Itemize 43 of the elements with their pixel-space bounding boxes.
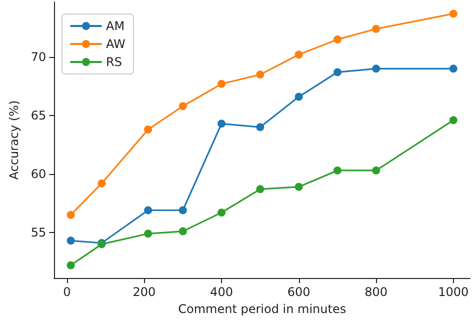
point (178, 102, 187, 110)
point (178, 206, 187, 214)
point (218, 120, 226, 128)
point (144, 230, 152, 238)
point (98, 179, 106, 188)
point (66, 261, 75, 270)
point (449, 10, 458, 18)
point (449, 64, 458, 73)
y-tick-label: 70 (30, 50, 46, 64)
point (256, 185, 264, 194)
y-axis-title: Accuracy (%) (7, 100, 21, 180)
point (333, 68, 342, 76)
y-tick-label: 65 (30, 108, 46, 122)
point (144, 126, 152, 134)
legend-label: RS (106, 55, 122, 69)
x-tick-label: 1000 (438, 285, 469, 300)
point (333, 35, 342, 44)
point (66, 210, 75, 219)
point (178, 227, 187, 236)
x-axis-title: Comment period in minutes (178, 302, 346, 316)
point (294, 50, 303, 59)
point (218, 208, 226, 217)
point (372, 64, 380, 73)
y-tick-label: 55 (30, 225, 46, 240)
x-tick-label: 600 (287, 285, 310, 300)
point (144, 206, 152, 214)
legend-label: AW (106, 37, 126, 51)
y-tick-label: 60 (30, 166, 46, 181)
legend-label: AM (106, 19, 125, 33)
point (218, 80, 226, 88)
point (256, 70, 264, 79)
point (294, 92, 303, 101)
x-tick-label: 800 (364, 285, 388, 300)
point (66, 236, 75, 245)
x-tick-label: 400 (210, 285, 233, 300)
point (333, 166, 342, 174)
x-tick-label: 0 (63, 285, 71, 300)
point (256, 123, 264, 132)
point (294, 182, 303, 191)
point (372, 166, 380, 174)
x-tick-label: 200 (132, 285, 156, 300)
point (372, 24, 380, 33)
point (449, 116, 458, 124)
